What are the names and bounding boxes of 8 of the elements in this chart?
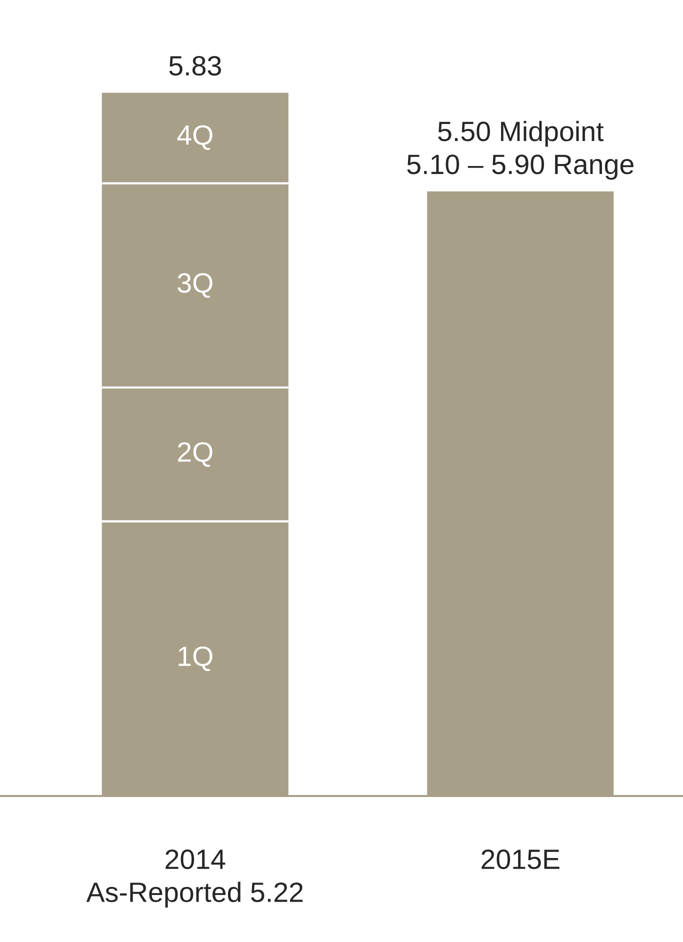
x-tick-label: 2014 As-Reported 5.22	[86, 850, 303, 908]
annotation: 5.50 Midpoint 5.10 – 5.90 Range	[407, 120, 634, 180]
series-label: 4Q	[177, 125, 212, 150]
series-label: 1Q	[178, 646, 212, 672]
annotation: 5.83	[169, 56, 221, 76]
series-label: 2Q	[178, 442, 212, 467]
series-label: 3Q	[178, 273, 212, 298]
x-tick-label: 2015E	[482, 850, 560, 870]
